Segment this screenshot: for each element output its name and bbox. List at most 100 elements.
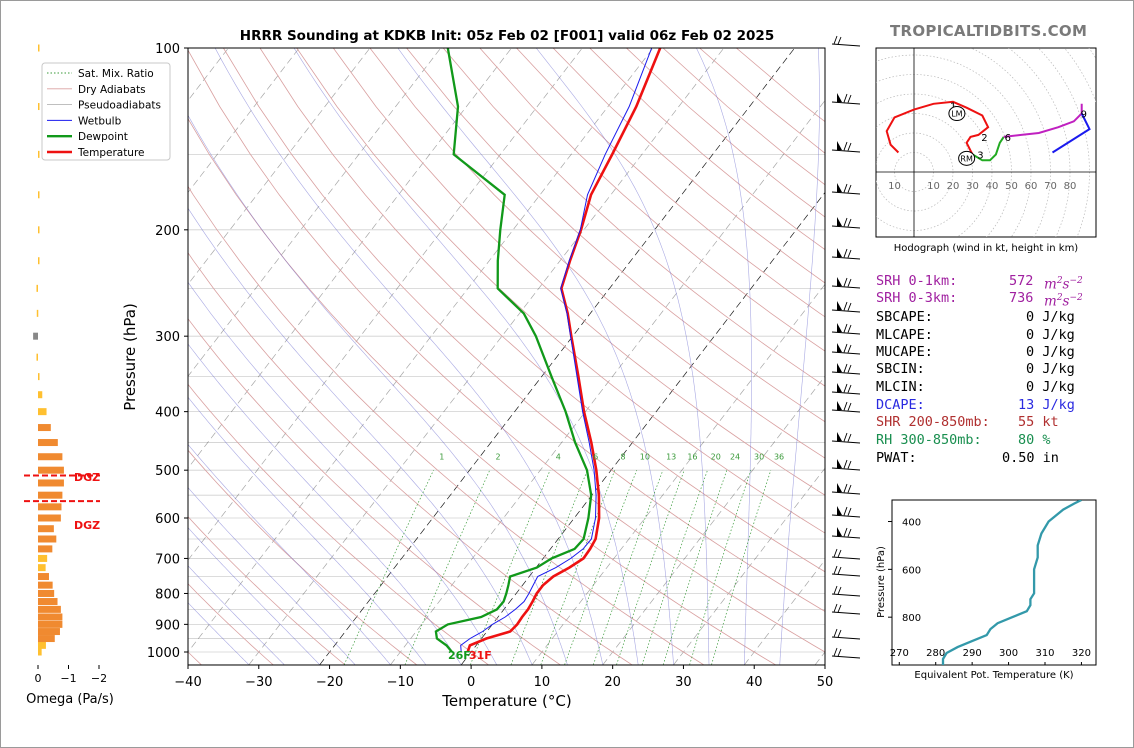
y-tick-label: 900 bbox=[155, 618, 180, 633]
legend: Sat. Mix. Ratio Dry Adiabats Pseudoadiabat… bbox=[41, 62, 171, 161]
barb-staff bbox=[831, 611, 861, 615]
barb-staff bbox=[831, 573, 861, 577]
theta-e-x-tick-label: 270 bbox=[890, 648, 909, 659]
wind-barb bbox=[831, 301, 861, 313]
brand-text: TROPICALTIDBITS.COM bbox=[890, 22, 1088, 40]
y-tick-label: 800 bbox=[155, 587, 180, 602]
theta-e-x-axis-label: Equivalent Pot. Temperature (K) bbox=[914, 670, 1073, 681]
legend-entry-label: Temperature bbox=[77, 147, 145, 159]
mixing-ratio-line bbox=[564, 470, 638, 665]
mixing-ratio-label: 13 bbox=[666, 452, 676, 461]
barb-flag bbox=[837, 363, 842, 372]
barb-feather bbox=[847, 302, 852, 311]
rh-value: 80 % bbox=[1018, 432, 1051, 448]
wind-barb bbox=[831, 343, 861, 355]
barb-feather bbox=[847, 142, 852, 151]
barb-feather bbox=[843, 248, 848, 258]
omega-bar bbox=[38, 573, 49, 581]
dry-adiabat-line bbox=[332, 48, 825, 496]
barb-feather bbox=[847, 384, 852, 393]
shear-value: 55 kt bbox=[1018, 414, 1059, 430]
barb-feather bbox=[847, 433, 852, 442]
wind-barb bbox=[831, 459, 861, 471]
hodograph-area bbox=[876, 48, 1096, 237]
pseudoadiabat-line bbox=[188, 565, 285, 665]
omega-plot: DGZ DGZ 0 −1 −2 Omega (Pa/s) bbox=[24, 44, 114, 707]
barb-staff bbox=[831, 556, 861, 560]
pwat-label: PWAT: bbox=[876, 450, 917, 466]
barb-feather bbox=[847, 364, 852, 373]
pseudoadiabat-line bbox=[188, 443, 391, 665]
barb-feather bbox=[837, 604, 842, 613]
surface-temperature-label: 31F bbox=[469, 649, 492, 662]
storm-motion-label: LM bbox=[951, 110, 962, 119]
wind-barb bbox=[831, 323, 861, 335]
rh-row: RH 300-850mb: 80 % bbox=[876, 432, 1051, 449]
dry-adiabat-line bbox=[188, 318, 561, 665]
legend-entry-label: Dry Adiabats bbox=[78, 84, 146, 96]
mlcin-row: MLCIN: 0 J/kg bbox=[876, 379, 1075, 396]
barb-staff bbox=[831, 101, 861, 105]
wind-barb bbox=[831, 483, 861, 495]
omega-bar bbox=[38, 581, 53, 589]
barb-flag bbox=[837, 217, 842, 226]
mlcape-label: MLCAPE: bbox=[876, 327, 933, 343]
dry-adiabat-line bbox=[479, 48, 825, 352]
barb-flag bbox=[837, 183, 842, 192]
pseudoadiabat-line bbox=[188, 343, 462, 665]
wind-barb bbox=[831, 141, 861, 153]
barb-feather bbox=[847, 278, 852, 287]
y-tick-label: 200 bbox=[155, 224, 180, 239]
mucape-label: MUCAPE: bbox=[876, 344, 933, 360]
sbcape-label: SBCAPE: bbox=[876, 309, 933, 325]
srh-3km-unit: m2s−2 bbox=[1044, 293, 1083, 310]
mlcape-value: 0 J/kg bbox=[1026, 327, 1075, 343]
y-tick-label: 400 bbox=[155, 406, 180, 421]
barb-feather bbox=[837, 629, 842, 638]
chart-title: HRRR Sounding at KDKB Init: 05z Feb 02 [… bbox=[240, 28, 774, 44]
mlcin-value: 0 J/kg bbox=[1026, 379, 1075, 395]
dry-adiabat-line bbox=[259, 48, 825, 573]
skewt-axes-frame bbox=[187, 47, 826, 666]
wind-barb bbox=[831, 363, 861, 375]
dewpoint-line bbox=[434, 48, 593, 653]
wind-barb bbox=[831, 506, 861, 518]
srh-3km-row: SRH 0-3km: 736 m2s−2 bbox=[876, 290, 1083, 310]
barb-staff bbox=[831, 191, 861, 195]
barb-feather bbox=[843, 527, 848, 537]
barb-feather bbox=[843, 506, 848, 516]
srh-3km-label: SRH 0-3km: bbox=[876, 290, 958, 306]
pwat-row: PWAT: 0.50 in bbox=[876, 450, 1059, 467]
barb-staff bbox=[831, 285, 861, 289]
mlcin-label: MLCIN: bbox=[876, 379, 925, 395]
theta-e-area bbox=[941, 500, 1082, 665]
barb-feather bbox=[847, 249, 852, 258]
omega-bar bbox=[38, 453, 63, 461]
dry-adiabat-line bbox=[223, 48, 825, 612]
wind-barb bbox=[831, 35, 861, 47]
barb-feather bbox=[837, 566, 842, 575]
omega-bar bbox=[38, 479, 64, 487]
theta-e-y-tick-label: 800 bbox=[902, 613, 921, 624]
x-axis-label: Temperature (°C) bbox=[441, 692, 571, 710]
wind-barb bbox=[831, 647, 861, 659]
hodograph-caption: Hodograph (wind in kt, height in km) bbox=[894, 243, 1079, 254]
omega-bar bbox=[36, 309, 39, 317]
barb-feather bbox=[833, 585, 838, 595]
barb-staff bbox=[831, 43, 861, 47]
dcape-label: DCAPE: bbox=[876, 397, 925, 413]
shear-label: SHR 200-850mb: bbox=[876, 414, 990, 430]
wind-barb bbox=[831, 248, 861, 260]
x-tick-label: 40 bbox=[746, 675, 763, 690]
mixing-ratio-line bbox=[404, 470, 491, 665]
barb-feather bbox=[843, 363, 848, 373]
barb-feather bbox=[843, 217, 848, 227]
wind-barb bbox=[831, 585, 861, 597]
omega-x-tick-label: −2 bbox=[91, 672, 107, 685]
omega-bar bbox=[38, 439, 58, 447]
theta-e-x-tick-label: 280 bbox=[926, 648, 945, 659]
mucape-row: MUCAPE: 0 J/kg bbox=[876, 344, 1075, 361]
dcape-row: DCAPE: 13 J/kg bbox=[876, 397, 1075, 414]
wind-barb bbox=[831, 277, 861, 289]
barb-feather bbox=[847, 324, 852, 333]
